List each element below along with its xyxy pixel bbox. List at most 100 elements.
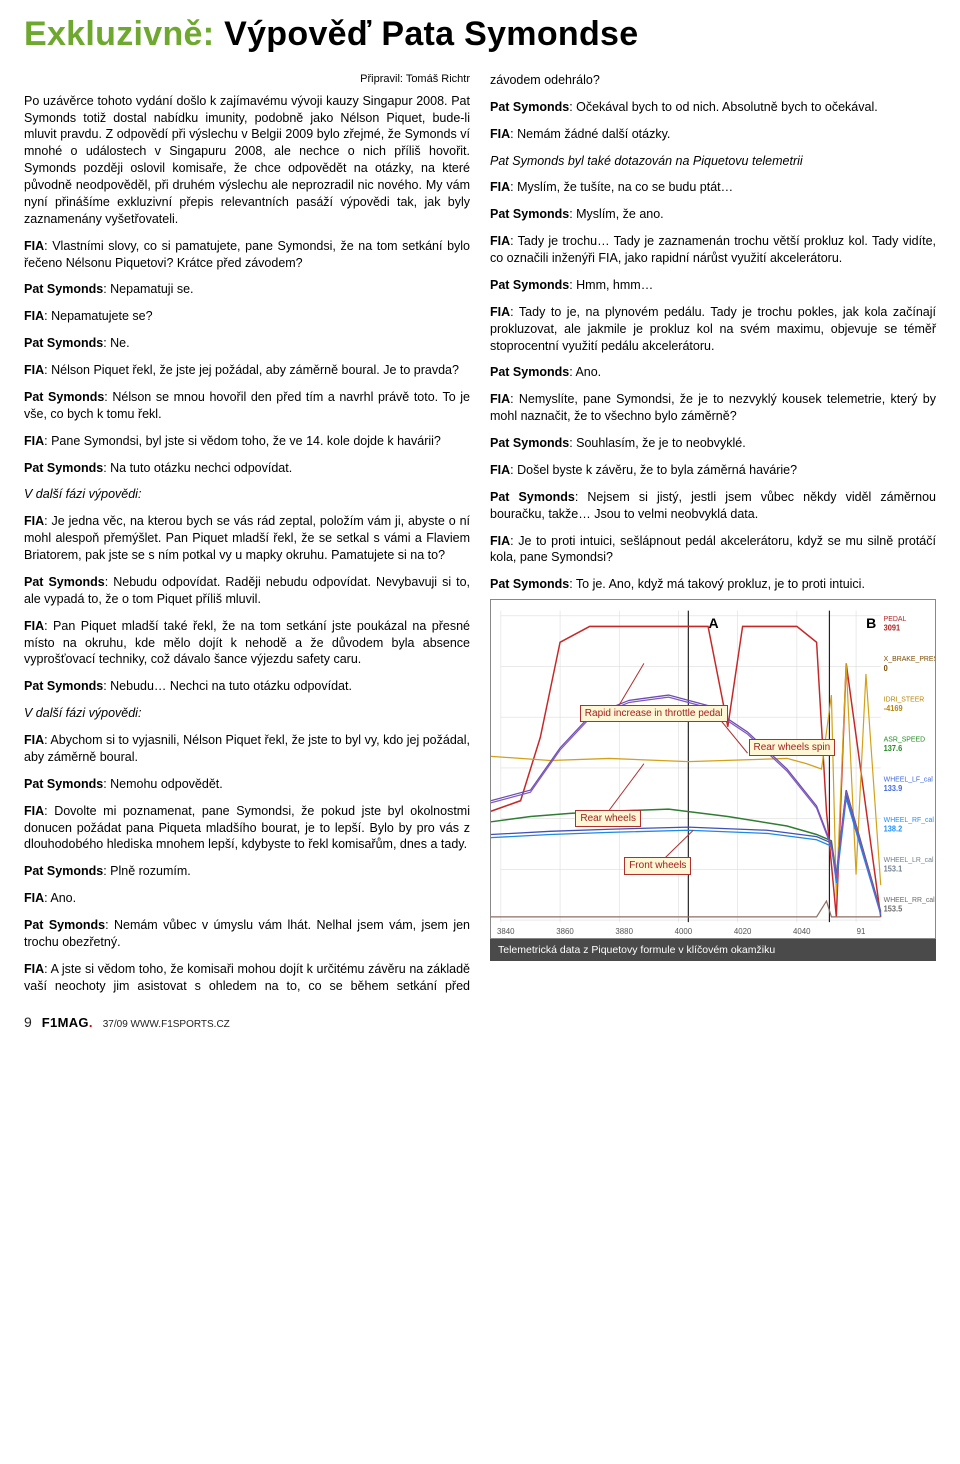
dialogue-line: Pat Symonds: Nepamatuji se. <box>24 281 470 298</box>
lead-paragraph: Po uzávěrce tohoto vydání došlo k zajíma… <box>24 93 470 228</box>
speaker-label: Pat Symonds <box>24 282 103 296</box>
dialogue-line: FIA: Pan Piquet mladší také řekl, že na … <box>24 618 470 669</box>
speaker-label: Pat Symonds <box>490 490 575 504</box>
dialogue-line: FIA: Nemám žádné další otázky. <box>490 126 936 143</box>
svg-text:153.5: 153.5 <box>884 905 903 914</box>
title-accent: Exkluzivně: <box>24 15 214 53</box>
chart-annotation: Rear wheels <box>575 810 641 828</box>
svg-text:4040: 4040 <box>793 927 811 936</box>
dialogue-line: FIA: Nemyslíte, pane Symondsi, že je to … <box>490 391 936 425</box>
svg-text:91: 91 <box>857 927 866 936</box>
svg-text:3880: 3880 <box>615 927 633 936</box>
speaker-label: FIA <box>24 962 44 976</box>
speaker-label: Pat Symonds <box>490 365 569 379</box>
speaker-label: Pat Symonds <box>490 207 569 221</box>
speaker-label: FIA <box>24 804 44 818</box>
svg-text:-4169: -4169 <box>884 704 903 713</box>
svg-text:IDRI_STEER: IDRI_STEER <box>884 695 925 703</box>
stage-direction: Pat Symonds byl také dotazován na Piquet… <box>490 154 803 168</box>
speaker-label: Pat Symonds <box>24 864 103 878</box>
dialogue-line: Pat Symonds byl také dotazován na Piquet… <box>490 153 936 170</box>
dialogue-line: Pat Symonds: Plně rozumím. <box>24 863 470 880</box>
dialogue-line: Pat Symonds: Nebudu… Nechci na tuto otáz… <box>24 678 470 695</box>
speaker-label: FIA <box>490 180 510 194</box>
chart-marker: A <box>709 614 719 633</box>
telemetry-figure: 38403860388040004020404091PEDAL3091X_BRA… <box>490 599 936 961</box>
dialogue-line: FIA: Nepamatujete se? <box>24 308 470 325</box>
speaker-label: FIA <box>490 534 510 548</box>
svg-text:WHEEL_LF_cal: WHEEL_LF_cal <box>884 776 933 784</box>
dialogue-line: Pat Symonds: Nejsem si jistý, jestli jse… <box>490 489 936 523</box>
page-title: Exkluzivně: Výpověď Pata Symondse <box>24 12 936 58</box>
speaker-label: FIA <box>490 127 510 141</box>
dialogue-line: V další fázi výpovědi: <box>24 486 470 503</box>
magazine-logo: F1MAG. <box>42 1014 93 1032</box>
svg-text:133.9: 133.9 <box>884 784 903 793</box>
speaker-label: FIA <box>490 234 510 248</box>
svg-text:3840: 3840 <box>497 927 515 936</box>
dialogue-line: Pat Symonds: Nélson se mnou hovořil den … <box>24 389 470 423</box>
dialogue-line: Pat Symonds: Nemám vůbec v úmyslu vám lh… <box>24 917 470 951</box>
svg-text:0: 0 <box>884 664 888 673</box>
stage-direction: V další fázi výpovědi: <box>24 706 141 720</box>
dialogue-line: FIA: Je to proti intuici, sešlápnout ped… <box>490 533 936 567</box>
svg-text:137.6: 137.6 <box>884 744 903 753</box>
logo-mag: MAG <box>58 1015 89 1030</box>
speaker-label: FIA <box>24 309 44 323</box>
speaker-label: Pat Symonds <box>490 436 569 450</box>
dialogue-line: FIA: Je jedna věc, na kterou bych se vás… <box>24 513 470 564</box>
speaker-label: Pat Symonds <box>24 918 105 932</box>
speaker-label: Pat Symonds <box>490 100 569 114</box>
speaker-label: FIA <box>24 239 44 253</box>
speaker-label: Pat Symonds <box>24 575 105 589</box>
dialogue-line: Pat Symonds: Ne. <box>24 335 470 352</box>
svg-text:4020: 4020 <box>734 927 752 936</box>
speaker-label: Pat Symonds <box>24 390 104 404</box>
speaker-label: Pat Symonds <box>24 336 103 350</box>
telemetry-chart: 38403860388040004020404091PEDAL3091X_BRA… <box>490 599 936 939</box>
dialogue-line: Pat Symonds: Myslím, že ano. <box>490 206 936 223</box>
logo-f1: F1 <box>42 1015 58 1030</box>
chart-marker: B <box>866 614 876 633</box>
dialogue-line: FIA: Myslím, že tušíte, na co se budu pt… <box>490 179 936 196</box>
speaker-label: FIA <box>490 392 510 406</box>
dialogue-line: V další fázi výpovědi: <box>24 705 470 722</box>
svg-text:138.2: 138.2 <box>884 824 903 833</box>
dialogue-line: Pat Symonds: Očekával bych to od nich. A… <box>490 99 936 116</box>
speaker-label: Pat Symonds <box>24 777 103 791</box>
dialogue-line: FIA: Tady to je, na plynovém pedálu. Tad… <box>490 304 936 355</box>
byline: Připravil: Tomáš Richtr <box>24 72 470 87</box>
svg-text:WHEEL_RR_cal: WHEEL_RR_cal <box>884 896 935 904</box>
speaker-label: FIA <box>24 434 44 448</box>
dialogue-line: FIA: Vlastními slovy, co si pamatujete, … <box>24 238 470 272</box>
article-columns: Připravil: Tomáš Richtr Po uzávěrce toho… <box>24 72 936 995</box>
dialogue-line: Pat Symonds: Nemohu odpovědět. <box>24 776 470 793</box>
svg-text:3860: 3860 <box>556 927 574 936</box>
svg-text:PEDAL: PEDAL <box>884 615 907 623</box>
speaker-label: FIA <box>490 463 510 477</box>
logo-dot: . <box>89 1015 93 1030</box>
dialogue-line: FIA: Tady je trochu… Tady je zaznamenán … <box>490 233 936 267</box>
svg-text:WHEEL_RF_cal: WHEEL_RF_cal <box>884 816 935 824</box>
title-rest: Výpověď Pata Symondse <box>214 15 638 53</box>
dialogue-line: FIA: Došel byste k závěru, že to byla zá… <box>490 462 936 479</box>
chart-annotation: Rear wheels spin <box>749 739 836 757</box>
speaker-label: Pat Symonds <box>24 461 103 475</box>
speaker-label: FIA <box>24 363 44 377</box>
page-footer: 9 F1MAG. 37/09 WWW.F1SPORTS.CZ <box>24 1013 936 1032</box>
svg-text:ASR_SPEED: ASR_SPEED <box>884 735 925 743</box>
speaker-label: Pat Symonds <box>24 679 103 693</box>
svg-text:3091: 3091 <box>884 624 901 633</box>
dialogue-line: FIA: Abychom si to vyjasnili, Nélson Piq… <box>24 732 470 766</box>
speaker-label: Pat Symonds <box>490 577 569 591</box>
stage-direction: V další fázi výpovědi: <box>24 487 141 501</box>
dialogue-line: FIA: Ano. <box>24 890 470 907</box>
speaker-label: Pat Symonds <box>490 278 569 292</box>
speaker-label: FIA <box>490 305 510 319</box>
figure-caption: Telemetrická data z Piquetovy formule v … <box>490 939 936 961</box>
dialogue-line: Pat Symonds: Hmm, hmm… <box>490 277 936 294</box>
dialogue-line: Pat Symonds: Souhlasím, že je to neobvyk… <box>490 435 936 452</box>
svg-text:4000: 4000 <box>675 927 693 936</box>
speaker-label: FIA <box>24 733 44 747</box>
dialogue-line: Pat Symonds: Ano. <box>490 364 936 381</box>
